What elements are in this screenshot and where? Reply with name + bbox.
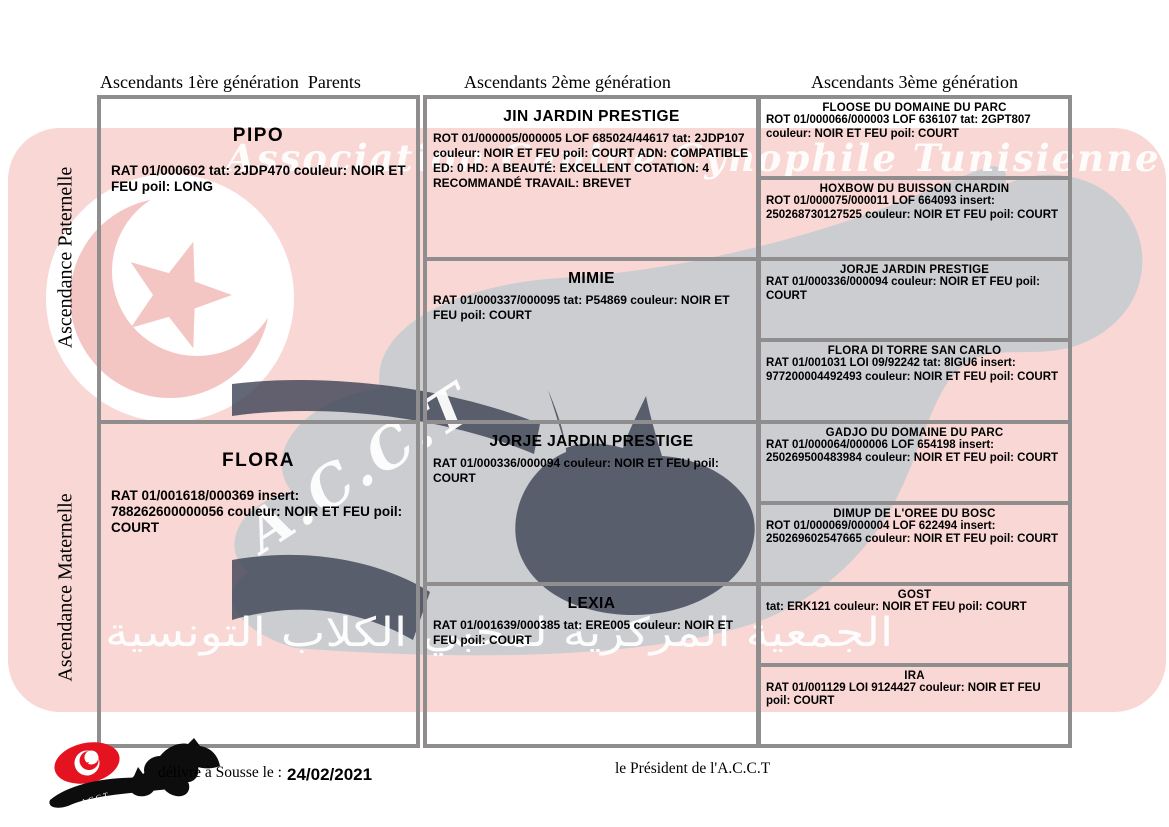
ancestor-details: tat: ERK121 couleur: NOIR ET FEU poil: C… [766,600,1027,613]
pedigree-cell: HOXBOW DU BUISSON CHARDIN ROT 01/000075/… [761,176,1068,257]
ancestor-details: ROT 01/000005/000005 LOF 685024/44617 ta… [433,131,749,190]
ancestor-name: PIPO [232,125,285,146]
ancestor-name: FLOOSE DU DOMAINE DU PARC [822,102,1007,114]
header-generation-3: Ascendants 3ème génération [811,72,1018,92]
ancestor-details: RAT 01/001129 LOI 9124427 couleur: NOIR … [766,681,1041,708]
dark-dog-silhouette [232,380,755,640]
logo-dog-icon [49,738,220,808]
pedigree-cell: FLORA DI TORRE SAN CARLO RAT 01/001031 L… [761,338,1068,419]
issued-at-label: délivré à Sousse le : [158,764,282,781]
ancestor-details: RAT 01/000602 tat: 2JDP470 couleur: NOIR… [111,163,406,195]
pedigree-cell-sire: PIPO RAT 01/000602 tat: 2JDP470 couleur:… [101,99,416,420]
ancestor-name: IRA [904,669,925,682]
ancestor-name: JIN JARDIN PRESTIGE [503,108,680,125]
ancestor-details: RAT 01/000064/000006 LOF 654198 insert: … [766,438,1059,465]
header-generation-1: Ascendants 1ère génération Parents [100,72,361,92]
tunisia-crescent-star-icon [46,174,294,422]
ancestor-details: ROT 01/000069/000004 LOF 622494 insert: … [766,519,1059,546]
ancestor-name: FLORA [222,449,295,471]
issued-date: 24/02/2021 [287,765,373,784]
pedigree-column-parents: PIPO RAT 01/000602 tat: 2JDP470 couleur:… [97,95,420,748]
ancestor-details: RAT 01/000336/000094 couleur: NOIR ET FE… [766,276,1040,302]
pedigree-column-grandparents: JIN JARDIN PRESTIGE ROT 01/000005/000005… [423,95,760,748]
logo-star-icon: ★ [80,758,91,771]
ancestor-details: RAT 01/001618/000369 insert: 78826260000… [111,487,403,536]
pedigree-cell: GADJO DU DOMAINE DU PARC RAT 01/000064/0… [761,419,1068,501]
pedigree-column-greatgrandparents: FLOOSE DU DOMAINE DU PARC ROT 01/000066/… [757,95,1072,748]
ancestor-details: RAT 01/000337/000095 tat: P54869 couleur… [433,293,730,323]
pedigree-cell: FLOOSE DU DOMAINE DU PARC ROT 01/000066/… [761,99,1068,176]
logo-flag-icon: ★ [54,742,120,784]
ancestor-name: MIMIE [568,270,615,288]
pedigree-cell: MIMIE RAT 01/000337/000095 tat: P54869 c… [427,257,756,419]
ancestor-details: RAT 01/001031 LOI 09/92242 tat: 8IGU6 in… [766,357,1059,383]
ancestor-name: DIMUP DE L'OREE DU BOSC [833,507,996,520]
ancestor-name: FLORA DI TORRE SAN CARLO [827,345,1002,358]
side-label-paternal: Ascendance Paternelle [54,166,77,349]
ancestor-name: LEXIA [567,594,616,612]
pedigree-cell: IRA RAT 01/001129 LOI 9124427 couleur: N… [761,662,1068,744]
president-label: le Président de l'A.C.C.T [615,760,771,777]
header-generation-2: Ascendants 2ème génération [464,72,671,92]
pedigree-cell-dam: FLORA RAT 01/001618/000369 insert: 78826… [101,419,416,745]
ancestor-name: GADJO DU DOMAINE DU PARC [825,426,1004,439]
ancestor-name: JORJE JARDIN PRESTIGE [489,432,694,450]
ancestor-details: ROT 01/000075/000011 LOF 664093 insert: … [766,195,1059,221]
pedigree-cell: JIN JARDIN PRESTIGE ROT 01/000005/000005… [427,99,756,257]
pedigree-cell: LEXIA RAT 01/001639/000385 tat: ERE005 c… [427,581,756,744]
side-label-maternal: Ascendance Maternelle [54,493,77,682]
acct-logo: ★ A.C.C.T [49,738,220,808]
ancestor-details: RAT 01/000336/000094 couleur: NOIR ET FE… [433,455,719,485]
pedigree-cell: JORJE JARDIN PRESTIGE RAT 01/000336/0000… [427,419,756,582]
ancestor-name: JORJE JARDIN PRESTIGE [839,264,990,277]
pedigree-cell: DIMUP DE L'OREE DU BOSC ROT 01/000069/00… [761,500,1068,582]
ancestor-details: RAT 01/001639/000385 tat: ERE005 couleur… [433,617,733,647]
watermark-arabic-text: الجمعية المركزية لمحبي الكلاب التونسية [105,610,894,656]
pedigree-cell: GOST tat: ERK121 couleur: NOIR ET FEU po… [761,581,1068,663]
gray-dog-silhouette [232,166,1143,656]
ancestor-name: GOST [897,588,932,601]
pedigree-cell: JORJE JARDIN PRESTIGE RAT 01/000336/0000… [761,257,1068,338]
ancestor-details: ROT 01/000066/000003 LOF 636107 tat: 2GP… [766,114,1031,140]
watermark-association-text: Association Canine Cynophile Tunisienne [226,136,1161,180]
ancestor-name: HOXBOW DU BUISSON CHARDIN [819,183,1010,196]
